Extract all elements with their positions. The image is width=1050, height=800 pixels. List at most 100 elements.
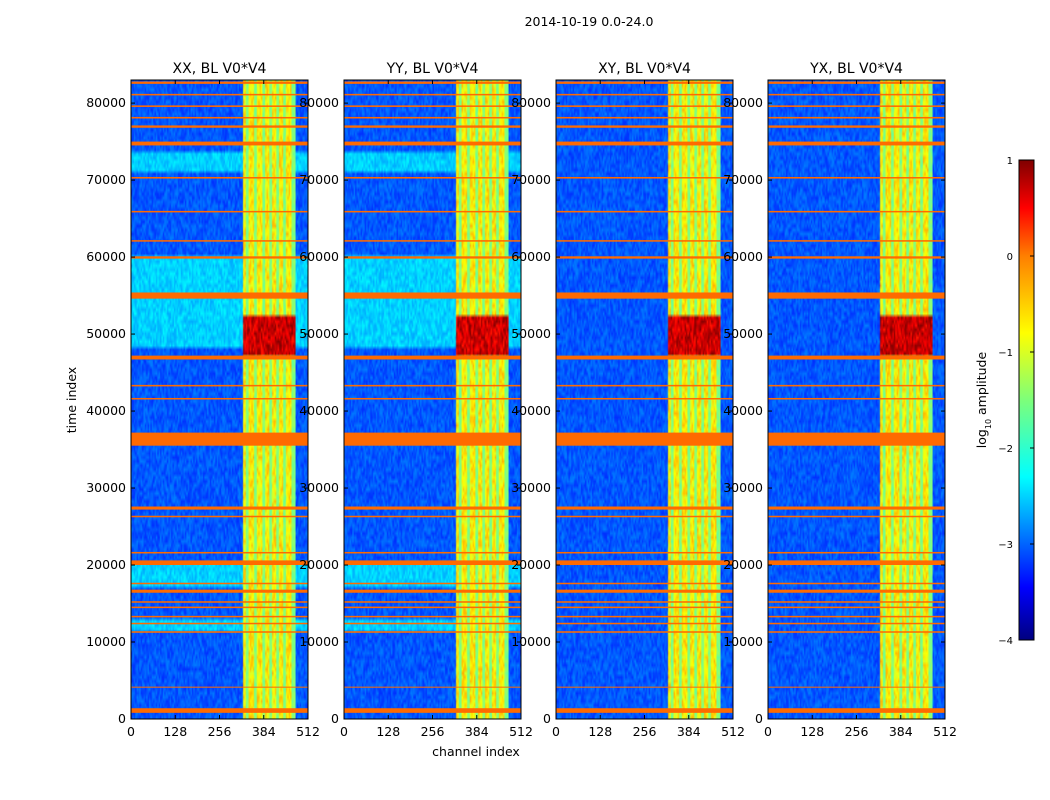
flagged-band	[344, 589, 521, 593]
flagged-band	[556, 686, 733, 688]
flagged-band	[768, 589, 945, 593]
y-tick-label: 80000	[511, 95, 551, 110]
panel-title: YX, BL V0*V4	[809, 61, 903, 77]
flagged-band	[556, 615, 733, 618]
flagged-band	[556, 384, 733, 387]
colorbar-tick-label: −4	[998, 636, 1013, 647]
heatmap-panel-yy: YY, BL V0*V4 0 128 256 384 512 0 10000 20000 3000…	[299, 61, 533, 739]
heatmap-panel-xx: XX, BL V0*V4 0 128 256 384 512 0 10000 20000 3000…	[86, 61, 320, 739]
flagged-band	[768, 292, 945, 299]
y-axis-label: time index	[64, 367, 79, 433]
flagged-band	[131, 397, 308, 400]
y-tick-label: 30000	[299, 480, 339, 495]
y-tick-label: 30000	[86, 480, 126, 495]
x-tick-label: 512	[509, 724, 533, 739]
flagged-band	[344, 601, 521, 603]
flagged-band	[768, 210, 945, 213]
colorbar-tick-label: −3	[998, 540, 1013, 551]
x-tick-label: 384	[677, 724, 701, 739]
heatmap-panel-yx: YX, BL V0*V4 0 128 256 384 512 0 10000 20000 3000…	[723, 61, 957, 739]
y-tick-label: 30000	[723, 480, 763, 495]
flagged-band	[768, 105, 945, 107]
flagged-band	[768, 601, 945, 603]
flagged-band	[344, 708, 521, 713]
y-tick-label: 20000	[511, 557, 551, 572]
heatmap-panels: XX, BL V0*V4 0 128 256 384 512 0 10000 20000 3000…	[86, 61, 957, 739]
flagged-band	[131, 560, 308, 566]
flagged-band	[344, 355, 521, 360]
heatmap-panel-xy: XY, BL V0*V4 0 128 256 384 512 0 10000 20000 3000…	[511, 61, 745, 739]
flagged-band	[131, 141, 308, 146]
flagged-band	[344, 384, 521, 387]
flagged-band	[131, 93, 308, 96]
flagged-band	[344, 292, 521, 299]
flagged-band	[131, 125, 308, 128]
flagged-band	[556, 210, 733, 213]
y-tick-label: 20000	[86, 557, 126, 572]
flagged-band	[768, 177, 945, 179]
y-tick-label: 0	[331, 711, 339, 726]
y-tick-label: 80000	[86, 95, 126, 110]
y-tick-label: 60000	[723, 249, 763, 264]
flagged-band	[556, 292, 733, 299]
flagged-band	[344, 105, 521, 107]
flagged-band	[768, 93, 945, 96]
flagged-band	[556, 560, 733, 566]
flagged-band	[768, 355, 945, 360]
flagged-band	[344, 116, 521, 119]
y-tick-label: 40000	[86, 403, 126, 418]
flagged-band	[768, 515, 945, 518]
flagged-band	[344, 615, 521, 618]
colorbar-tick-label: −1	[998, 348, 1013, 359]
flagged-band	[556, 606, 733, 609]
flagged-band	[131, 240, 308, 242]
panel-title: XX, BL V0*V4	[173, 61, 267, 77]
flagged-band	[556, 105, 733, 107]
flagged-band	[344, 622, 521, 625]
y-tick-label: 50000	[511, 326, 551, 341]
y-tick-label: 40000	[723, 403, 763, 418]
flagged-band	[131, 355, 308, 360]
flagged-band	[131, 708, 308, 713]
flagged-band	[344, 177, 521, 179]
colorbar-tick-label: 1	[1007, 156, 1013, 167]
x-tick-label: 384	[465, 724, 489, 739]
y-tick-label: 70000	[511, 172, 551, 187]
y-tick-label: 70000	[86, 172, 126, 187]
flagged-band	[131, 432, 308, 446]
flagged-band	[556, 93, 733, 96]
y-tick-label: 0	[755, 711, 763, 726]
flagged-band	[344, 515, 521, 518]
flagged-band	[768, 582, 945, 585]
flagged-band	[344, 432, 521, 446]
y-tick-label: 0	[543, 711, 551, 726]
flagged-band	[131, 631, 308, 633]
flagged-band	[131, 615, 308, 618]
flagged-band	[768, 397, 945, 400]
x-tick-label: 384	[889, 724, 913, 739]
colorbar-tick-label: −2	[998, 444, 1013, 455]
x-tick-label: 256	[208, 724, 232, 739]
flagged-band	[344, 240, 521, 242]
flagged-band	[344, 397, 521, 400]
flagged-band	[344, 606, 521, 609]
flagged-band	[131, 105, 308, 107]
flagged-band	[131, 506, 308, 510]
flagged-band	[768, 708, 945, 713]
x-tick-label: 128	[163, 724, 187, 739]
flagged-band	[131, 515, 308, 518]
y-tick-label: 70000	[299, 172, 339, 187]
flagged-band	[556, 125, 733, 128]
flagged-band	[556, 240, 733, 242]
flagged-band	[768, 125, 945, 128]
flagged-band	[556, 622, 733, 625]
flagged-band	[768, 686, 945, 688]
y-tick-label: 40000	[511, 403, 551, 418]
x-tick-label: 512	[721, 724, 745, 739]
y-tick-label: 10000	[299, 634, 339, 649]
colorbar-label: log10 amplitude	[974, 351, 993, 448]
flagged-band	[344, 506, 521, 510]
flagged-band	[344, 551, 521, 554]
x-axis-label: channel index	[432, 744, 520, 759]
panel-title: YY, BL V0*V4	[386, 61, 479, 77]
